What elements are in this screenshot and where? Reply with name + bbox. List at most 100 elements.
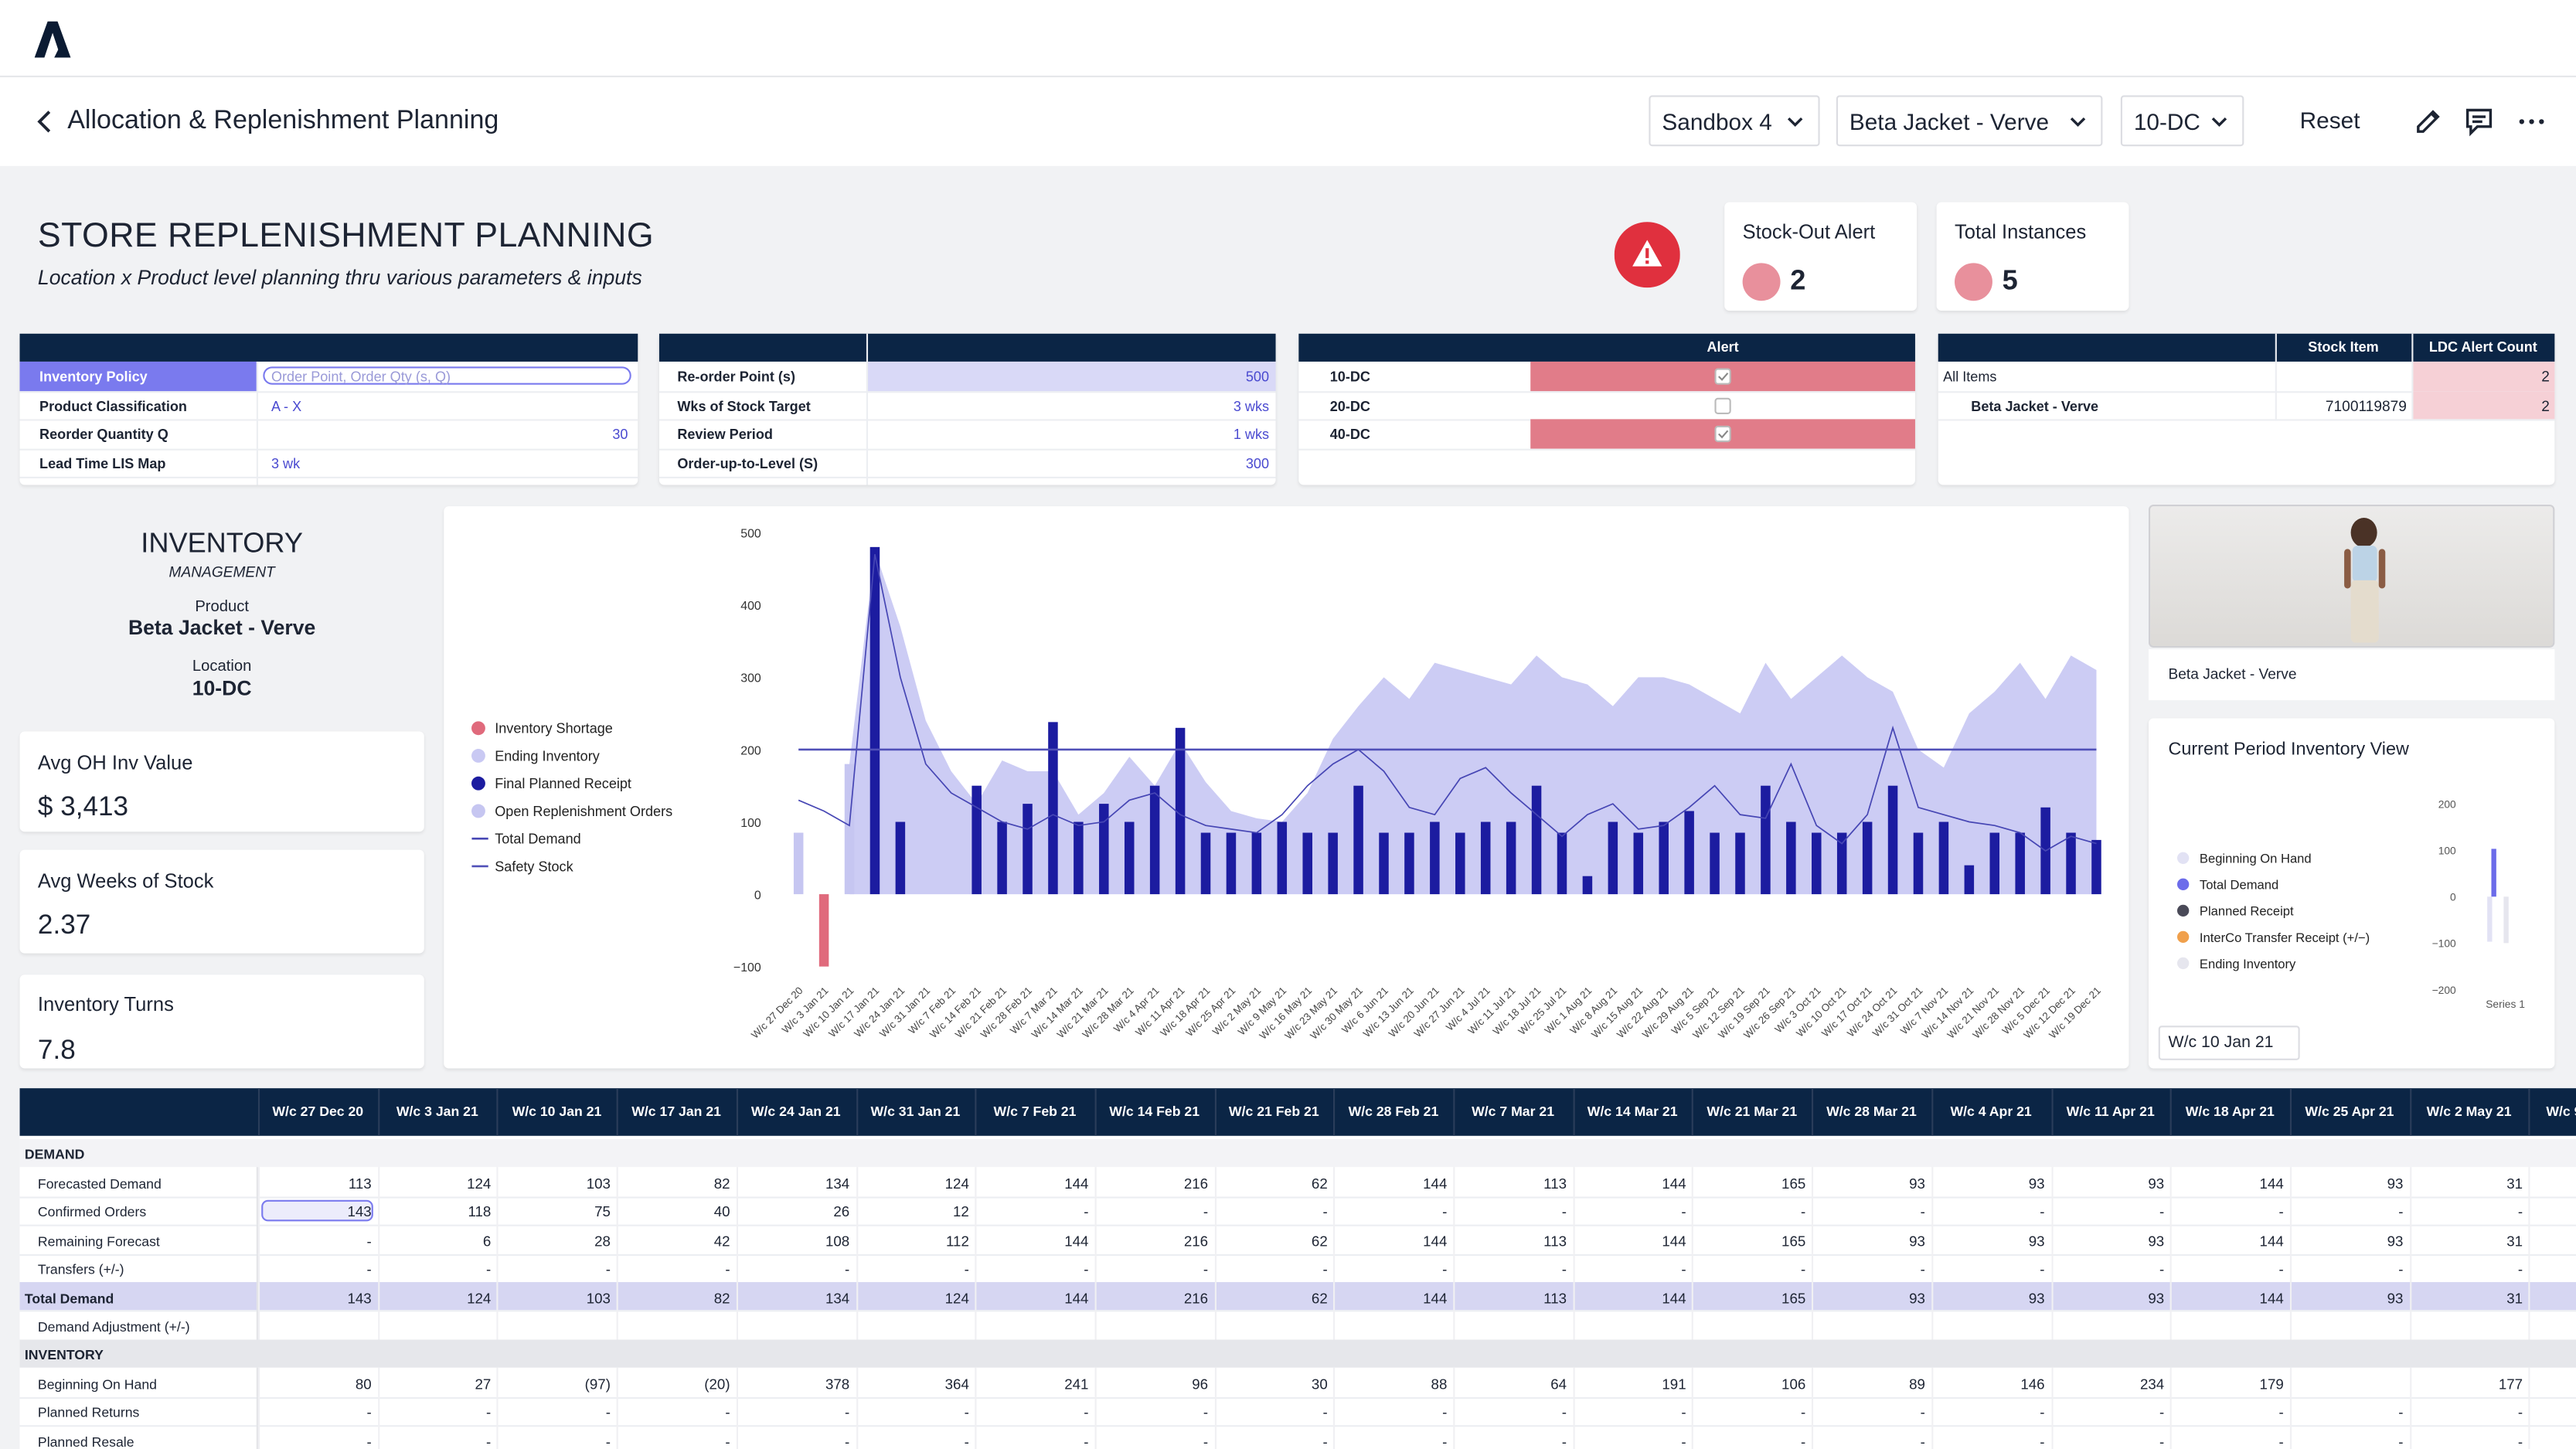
comment-icon[interactable] — [2464, 107, 2493, 137]
selector-label[interactable]: 10-DC — [2133, 108, 2200, 135]
cell-divider — [1453, 1425, 1455, 1449]
alert-label: Total Instances — [1955, 220, 2087, 243]
selector-label[interactable]: Sandbox 4 — [1662, 108, 1772, 135]
cell-divider — [497, 1396, 499, 1426]
cell-value: - — [2398, 1403, 2404, 1420]
cell-divider — [2289, 1425, 2292, 1449]
more-icon[interactable] — [2516, 115, 2546, 128]
cell-divider — [2289, 1196, 2292, 1226]
row-value: 300 — [1245, 454, 1270, 471]
cell-divider — [616, 1196, 618, 1226]
row-line — [19, 1425, 2576, 1427]
cell-divider — [2170, 1253, 2173, 1283]
row-value: 500 — [1245, 368, 1270, 385]
cell-value: - — [2040, 1203, 2045, 1220]
column-header: W/c 10 Jan 21 — [512, 1103, 602, 1120]
selector-label[interactable]: Beta Jacket - Verve — [1849, 108, 2050, 135]
label-divider — [256, 1196, 258, 1226]
checkbox[interactable] — [1714, 368, 1731, 385]
grid-header — [19, 1088, 2576, 1136]
section-subtitle: Location x Product level planning thru v… — [37, 266, 642, 290]
logo[interactable] — [34, 21, 81, 58]
table-panel: Alert 10-DC 20-DC 40-DC — [1298, 333, 1915, 485]
cell-value: 62 — [1311, 1289, 1328, 1306]
cell-divider — [257, 1396, 260, 1426]
back-button[interactable] — [35, 108, 55, 134]
cell-value: 124 — [944, 1175, 969, 1192]
cell-value: 144 — [1064, 1175, 1089, 1192]
input-cell[interactable] — [261, 1199, 373, 1221]
cell-divider — [1692, 1368, 1694, 1397]
column-divider — [1213, 1088, 1217, 1136]
edit-icon[interactable] — [2413, 107, 2442, 136]
row-line — [19, 1253, 2576, 1256]
cell-divider — [2050, 1368, 2053, 1397]
cell-value: 42 — [713, 1232, 730, 1249]
row-value[interactable]: Order Point, Order Qty (s, Q) — [271, 368, 451, 385]
check — [1718, 430, 1729, 439]
cell-value: - — [486, 1432, 492, 1449]
cell-divider — [1812, 1282, 1814, 1311]
cell-divider — [736, 1253, 738, 1283]
cell-divider — [2409, 1196, 2411, 1226]
checkbox[interactable] — [1714, 425, 1731, 443]
cell-value: 82 — [713, 1175, 730, 1192]
selected-row — [19, 361, 257, 391]
cell-divider — [1572, 1196, 1575, 1226]
reset-button[interactable]: Reset — [2299, 107, 2360, 134]
selector[interactable]: 10-DC — [2120, 95, 2244, 147]
cell-value: - — [2040, 1260, 2045, 1277]
row-label: Inventory Policy — [39, 368, 148, 385]
cell-value: 216 — [1183, 1289, 1209, 1306]
cell-value: 27 — [475, 1375, 492, 1392]
section-row — [19, 1339, 2576, 1369]
column-divider — [2170, 1088, 2173, 1136]
cell-value: 93 — [2028, 1232, 2045, 1249]
section-label: INVENTORY — [24, 1345, 104, 1362]
cell-divider — [736, 1225, 738, 1254]
column-divider — [2528, 1088, 2531, 1136]
stock-item: 7100119879 — [2325, 396, 2407, 413]
cell-divider — [2289, 1282, 2292, 1311]
selector[interactable]: Sandbox 4 — [1649, 95, 1820, 147]
cell-divider — [736, 1168, 738, 1196]
table-header — [1938, 333, 2555, 362]
cell-value: 28 — [594, 1232, 611, 1249]
cell-divider — [377, 1425, 379, 1449]
cell-value: 31 — [2506, 1175, 2523, 1192]
section-label: DEMAND — [24, 1145, 85, 1162]
cell-divider — [975, 1396, 977, 1426]
cell-divider — [497, 1368, 499, 1397]
row-label: Lead Time LIS Map — [39, 454, 166, 471]
cell-value: - — [605, 1260, 611, 1277]
cell-value: 112 — [946, 1232, 969, 1249]
cell-divider — [2528, 1396, 2531, 1426]
row-label: Confirmed Orders — [37, 1203, 147, 1220]
dropdown-label[interactable]: W/c 10 Jan 21 — [2168, 1033, 2274, 1053]
chevron — [2211, 117, 2227, 128]
checkbox[interactable] — [1714, 396, 1731, 413]
selector[interactable]: Beta Jacket - Verve — [1836, 95, 2103, 147]
cell-value: - — [1920, 1260, 1925, 1277]
period-dropdown[interactable]: W/c 10 Jan 21 — [2158, 1026, 2300, 1060]
row-label: Order-up-to-Level (S) — [677, 454, 818, 471]
column-header: W/c 31 Jan 21 — [870, 1103, 961, 1120]
cell-divider — [1572, 1168, 1575, 1196]
cell-value: - — [1920, 1203, 1925, 1220]
cell-divider — [856, 1196, 858, 1226]
table-header — [658, 333, 1276, 362]
cell-divider — [2289, 1396, 2292, 1426]
column-header: W/c 7 Mar 21 — [1472, 1103, 1555, 1120]
column-header: LDC Alert Count — [2428, 338, 2537, 355]
cell-value: - — [1801, 1260, 1806, 1277]
cell-divider — [1812, 1253, 1814, 1283]
cell-divider — [2528, 1168, 2531, 1196]
cell-value: - — [2517, 1203, 2523, 1220]
cell-divider — [975, 1196, 977, 1226]
cell-value[interactable]: 143 — [347, 1203, 372, 1220]
cell-divider — [856, 1253, 858, 1283]
input-box — [263, 366, 631, 385]
cell-divider — [975, 1253, 977, 1283]
cell-value: - — [366, 1260, 372, 1277]
cell-divider — [2409, 1396, 2411, 1426]
